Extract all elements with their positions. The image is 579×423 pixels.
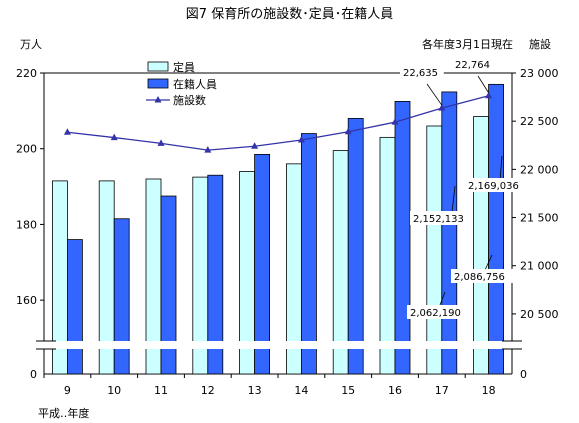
left-tick-label: 180 xyxy=(16,218,37,231)
enrollment-bar xyxy=(394,100,411,375)
legend-label-enrollment: 在籍人員 xyxy=(173,77,217,91)
x-tick-label: 18 xyxy=(482,384,496,397)
right-tick-label: 22 500 xyxy=(520,115,559,128)
capacity-bar xyxy=(379,136,396,375)
right-tick-label: 21 000 xyxy=(520,260,559,273)
annotation-value: 2,062,190 xyxy=(410,308,461,319)
x-tick-label: 12 xyxy=(201,384,215,397)
facilities-point xyxy=(251,142,259,149)
enrollment-bar xyxy=(160,195,177,375)
capacity-bar xyxy=(426,125,443,375)
as-of-note: 各年度3月1日現在 xyxy=(422,38,513,51)
facilities-point xyxy=(110,133,118,141)
x-tick-label: 13 xyxy=(248,384,262,397)
annotation-bg xyxy=(400,65,444,79)
legend-swatch-enrollment xyxy=(147,78,169,89)
annotation-bg xyxy=(407,305,470,319)
annotation-leader xyxy=(477,75,489,93)
x-tick-label: 17 xyxy=(435,384,449,397)
left-tick-label: 220 xyxy=(16,67,37,80)
annotation-bg xyxy=(465,178,528,192)
capacity-bar xyxy=(473,116,490,375)
enrollment-bar xyxy=(441,91,458,375)
enrollment-bar xyxy=(67,239,83,375)
annotation-value: 2,169,036 xyxy=(468,181,519,192)
annotation-value: 2,086,756 xyxy=(454,272,505,283)
x-axis-label: 平成‥年度 xyxy=(38,407,90,420)
right-tick-label: 22 000 xyxy=(520,163,559,176)
facilities-point xyxy=(63,128,71,135)
facilities-point xyxy=(438,104,446,111)
right-axis-label: 施設 xyxy=(529,38,551,51)
left-axis-label: 万人 xyxy=(20,38,42,51)
capacity-bar xyxy=(332,150,349,375)
x-tick-label: 15 xyxy=(341,384,355,397)
chart-title: 図7 保育所の施設数･定員･在籍人員 xyxy=(185,7,394,22)
enrollment-bar xyxy=(488,83,505,375)
x-tick-label: 16 xyxy=(388,384,402,397)
enrollment-bar xyxy=(347,118,364,375)
facilities-point xyxy=(157,139,165,146)
legend-marker-facilities xyxy=(154,96,162,103)
enrollment-bar xyxy=(300,133,317,375)
legend-swatch-capacity xyxy=(147,61,169,72)
facilities-point xyxy=(297,135,305,143)
legend-label-facilities: 施設数 xyxy=(173,93,206,107)
enrollment-bar xyxy=(113,218,130,375)
facilities-line xyxy=(67,95,489,151)
facilities-point xyxy=(204,146,212,153)
right-zero-label: 0 xyxy=(520,368,527,381)
annotation-bg xyxy=(451,269,514,283)
annotation-value: 22,635 xyxy=(403,68,438,79)
x-tick-label: 9 xyxy=(64,384,71,397)
facilities-point xyxy=(344,127,352,135)
legend-label-capacity: 定員 xyxy=(173,60,195,74)
annotation-leader xyxy=(451,185,456,213)
facilities-point xyxy=(391,118,399,125)
left-zero-label: 0 xyxy=(30,368,37,381)
annotation-bg xyxy=(410,211,473,225)
annotation-leader xyxy=(439,291,446,306)
axis-break-band xyxy=(0,341,579,349)
x-tick-label: 11 xyxy=(154,384,168,397)
right-tick-label: 21 500 xyxy=(520,212,559,225)
x-tick-label: 10 xyxy=(107,384,121,397)
enrollment-bar xyxy=(254,153,271,375)
right-tick-label: 20 500 xyxy=(520,308,559,321)
enrollment-bar xyxy=(207,174,224,375)
left-tick-label: 200 xyxy=(16,143,37,156)
annotation-value: 22,764 xyxy=(455,60,490,71)
facilities-point xyxy=(485,91,493,99)
annotation-leader xyxy=(484,254,493,271)
annotation-value: 2,152,133 xyxy=(413,214,464,225)
left-tick-label: 160 xyxy=(16,294,37,307)
annotation-leader xyxy=(426,83,443,106)
annotation-bg xyxy=(452,57,496,71)
right-tick-label: 23 000 xyxy=(520,67,559,80)
x-tick-label: 14 xyxy=(294,384,308,397)
annotation-leader xyxy=(499,155,503,182)
